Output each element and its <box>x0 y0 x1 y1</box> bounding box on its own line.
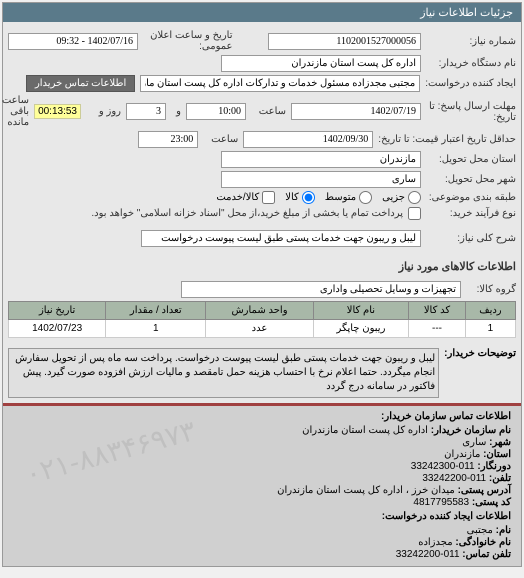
family-label: نام خانوادگی: <box>455 537 511 548</box>
and-label: و <box>171 106 181 117</box>
th-date: تاریخ نیاز <box>9 302 106 320</box>
process-checkbox[interactable] <box>408 207 421 220</box>
buyer-contact-button[interactable]: اطلاعات تماس خریدار <box>26 75 135 92</box>
group-label: گروه کالا: <box>466 284 516 295</box>
time-label-2: ساعت <box>203 134 238 145</box>
th-name: نام کالا <box>313 302 408 320</box>
deadline-time-input[interactable] <box>186 103 246 120</box>
deadline-date-input[interactable] <box>291 103 421 120</box>
delivery-city-input[interactable] <box>221 171 421 188</box>
subject-label: شرح کلی نیاز: <box>426 233 516 244</box>
radio-small-input[interactable] <box>408 191 421 204</box>
panel-title: جزئیات اطلاعات نیاز <box>3 3 521 22</box>
radio-medium[interactable]: متوسط <box>325 191 372 204</box>
delivery-province-label: استان محل تحویل: <box>426 154 516 165</box>
td-qty: 1 <box>106 320 206 338</box>
req-phone-value: 011-33242200 <box>396 549 460 560</box>
td-unit: عدد <box>206 320 313 338</box>
delivery-province-input[interactable] <box>221 151 421 168</box>
address-label: آدرس پستی: <box>458 485 511 496</box>
request-number-label: شماره نیاز: <box>426 36 516 47</box>
group-input[interactable] <box>181 281 461 298</box>
name-label: نام: <box>496 525 511 536</box>
description-text: لیبل و ریبون جهت خدمات پستی طبق لیست پیو… <box>8 348 439 398</box>
category-radio-group: جزیی متوسط کالا کالا/خدمت <box>216 191 421 204</box>
th-row: ردیف <box>465 302 515 320</box>
buyer-org-input[interactable] <box>221 55 421 72</box>
request-number-input[interactable] <box>268 33 422 50</box>
family-value: مجدزاده <box>418 537 452 548</box>
process-label: نوع فرآیند خرید: <box>426 208 516 219</box>
postal-value: 4817795583 <box>413 497 469 508</box>
main-panel: جزئیات اطلاعات نیاز شماره نیاز: تاریخ و … <box>2 2 522 567</box>
th-qty: تعداد / مقدار <box>106 302 206 320</box>
fax-value: 011-33242300 <box>411 461 475 472</box>
radio-goods-service[interactable]: کالا/خدمت <box>216 191 275 204</box>
deadline-label: مهلت ارسال پاسخ: تا تاریخ: <box>426 101 516 123</box>
phone-value: 011-33242200 <box>422 473 486 484</box>
city-value: ساری <box>462 437 486 448</box>
announce-datetime-input[interactable] <box>8 33 138 50</box>
requester-label: ایجاد کننده درخواست: <box>425 78 516 89</box>
requester-title: اطلاعات ایجاد کننده درخواست: <box>13 511 511 522</box>
goods-section-title: اطلاعات کالاهای مورد نیاز <box>3 255 521 278</box>
radio-goods[interactable]: کالا <box>285 191 315 204</box>
process-note: پرداخت تمام یا بخشی از مبلغ خرید،از محل … <box>91 208 403 219</box>
contact-section: ۰۲۱-۸۸۳۴۶۹۷۳ اطلاعات تماس سازمان خریدار:… <box>3 403 521 566</box>
requester-input[interactable] <box>140 75 420 92</box>
phone-label: تلفن: <box>489 473 511 484</box>
subject-input[interactable] <box>141 230 421 247</box>
announce-datetime-label: تاریخ و ساعت اعلان عمومی: <box>143 30 233 52</box>
radio-small[interactable]: جزیی <box>382 191 421 204</box>
radio-medium-input[interactable] <box>359 191 372 204</box>
category-label: طبقه بندی موضوعی: <box>426 192 516 203</box>
td-code: --- <box>409 320 466 338</box>
checkbox-goods-service[interactable] <box>262 191 275 204</box>
th-unit: واحد شمارش <box>206 302 313 320</box>
province-value: مازندران <box>444 449 480 460</box>
org-value: اداره کل پست استان مازندران <box>302 425 428 436</box>
remaining-label: ساعت باقی مانده <box>2 95 29 128</box>
validity-date-input[interactable] <box>243 131 373 148</box>
description-row: توضیحات خریدار: لیبل و ریبون جهت خدمات پ… <box>3 343 521 403</box>
days-remaining-input[interactable] <box>126 103 166 120</box>
radio-goods-input[interactable] <box>302 191 315 204</box>
td-date: 1402/07/23 <box>9 320 106 338</box>
buyer-org-label: نام دستگاه خریدار: <box>426 58 516 69</box>
province-label: استان: <box>483 449 511 460</box>
th-code: کد کالا <box>409 302 466 320</box>
days-label: روز و <box>86 106 121 117</box>
validity-time-input[interactable] <box>138 131 198 148</box>
fax-label: دورنگار: <box>477 461 511 472</box>
name-value: مجتبی <box>467 525 493 536</box>
org-label: نام سازمان خریدار: <box>431 425 511 436</box>
contact-title: اطلاعات تماس سازمان خریدار: <box>13 411 511 422</box>
validity-label: حداقل تاریخ اعتبار قیمت: تا تاریخ: <box>378 134 516 145</box>
table-row: 1 --- ریبون چاپگر عدد 1 1402/07/23 <box>9 320 516 338</box>
delivery-city-label: شهر محل تحویل: <box>426 174 516 185</box>
address-value: میدان خرز ، اداره کل پست استان مازندران <box>277 485 455 496</box>
td-row: 1 <box>465 320 515 338</box>
req-phone-label: تلفن تماس: <box>462 549 511 560</box>
form-section: شماره نیاز: تاریخ و ساعت اعلان عمومی: نا… <box>3 22 521 255</box>
time-remaining: 00:13:53 <box>34 104 81 119</box>
time-label-1: ساعت <box>251 106 286 117</box>
td-name: ریبون چاپگر <box>313 320 408 338</box>
description-label: توضیحات خریدار: <box>444 348 516 398</box>
goods-table: ردیف کد کالا نام کالا واحد شمارش تعداد /… <box>8 301 516 338</box>
city-label: شهر: <box>489 437 511 448</box>
postal-label: کد پستی: <box>472 497 511 508</box>
